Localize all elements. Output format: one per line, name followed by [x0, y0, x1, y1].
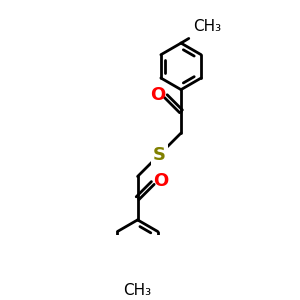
Text: CH₃: CH₃ [124, 283, 152, 298]
Text: O: O [150, 85, 166, 103]
Text: O: O [153, 172, 168, 190]
Text: CH₃: CH₃ [194, 19, 221, 34]
Text: S: S [153, 146, 166, 164]
